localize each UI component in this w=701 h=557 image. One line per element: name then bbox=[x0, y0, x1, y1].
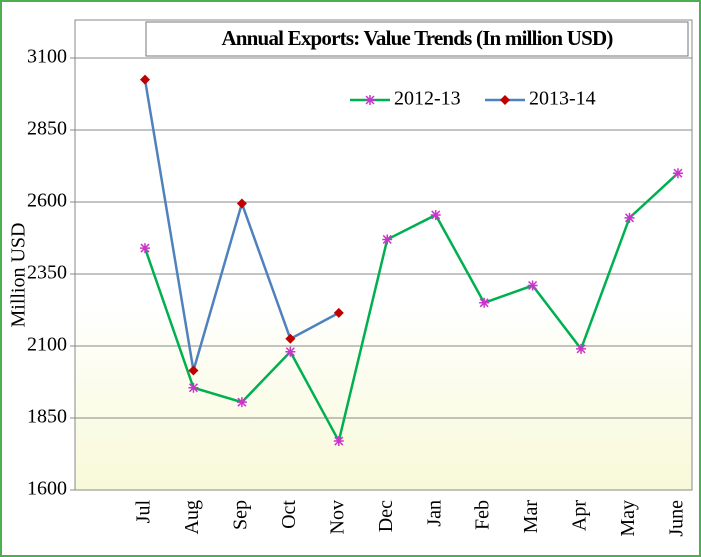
x-tick-label: June bbox=[666, 500, 688, 537]
y-tick-label: 1850 bbox=[27, 406, 67, 428]
marker bbox=[365, 95, 375, 105]
marker bbox=[333, 436, 344, 447]
marker bbox=[430, 209, 441, 220]
x-tick-label: Dec bbox=[375, 500, 397, 532]
legend-label: 2013-14 bbox=[529, 88, 596, 110]
marker bbox=[285, 333, 296, 344]
marker bbox=[285, 346, 296, 357]
x-tick-label: Jul bbox=[133, 500, 155, 524]
y-tick-label: 2600 bbox=[27, 190, 67, 212]
y-tick-label: 1600 bbox=[27, 478, 67, 500]
chart-title: Annual Exports: Value Trends (In million… bbox=[221, 26, 613, 50]
legend-label: 2012-13 bbox=[394, 88, 461, 110]
marker bbox=[236, 397, 247, 408]
y-tick-label: 2850 bbox=[27, 118, 67, 140]
x-tick-label: May bbox=[617, 500, 639, 537]
x-tick-label: Oct bbox=[278, 500, 300, 529]
marker bbox=[576, 343, 587, 354]
x-tick-label: Aug bbox=[181, 500, 203, 534]
x-tick-label: Apr bbox=[569, 500, 591, 531]
y-tick-label: 3100 bbox=[27, 46, 67, 68]
marker bbox=[500, 95, 510, 105]
x-tick-label: Nov bbox=[326, 500, 348, 534]
marker bbox=[382, 234, 393, 245]
marker bbox=[624, 212, 635, 223]
marker bbox=[527, 280, 538, 291]
title-box bbox=[145, 21, 689, 57]
y-tick-label: 2100 bbox=[27, 334, 67, 356]
y-axis-label: Million USD bbox=[8, 222, 30, 327]
marker bbox=[672, 168, 683, 179]
x-tick-label: Feb bbox=[472, 500, 494, 530]
x-tick-label: Mar bbox=[520, 500, 542, 534]
marker bbox=[479, 297, 490, 308]
marker bbox=[188, 382, 199, 393]
series-line bbox=[143, 172, 679, 445]
marker bbox=[140, 74, 150, 85]
marker bbox=[333, 307, 344, 318]
y-tick-label: 2350 bbox=[27, 262, 67, 284]
x-tick-label: Sep bbox=[229, 500, 251, 530]
marker bbox=[236, 198, 247, 209]
x-tick-label: Jan bbox=[423, 500, 445, 527]
marker bbox=[140, 243, 150, 254]
marker bbox=[188, 365, 199, 376]
